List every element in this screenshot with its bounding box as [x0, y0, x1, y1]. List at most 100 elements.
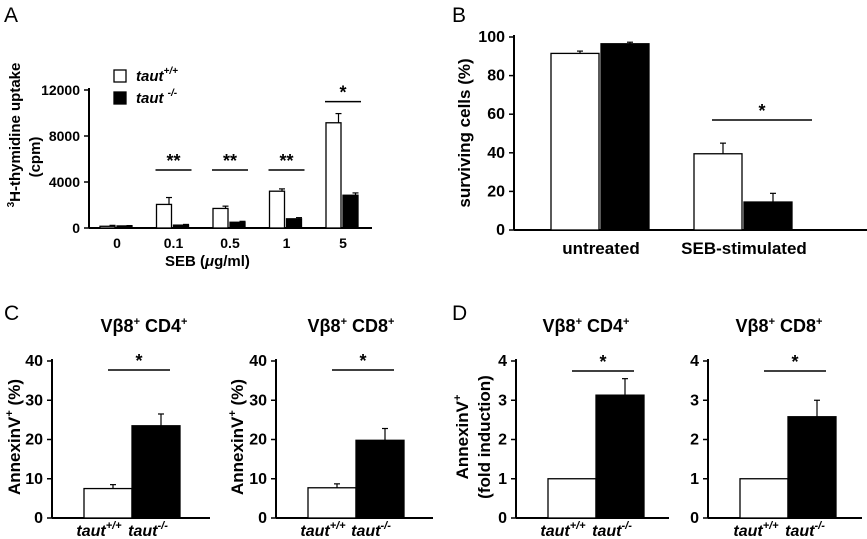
panel-a-significance: ** — [223, 151, 237, 171]
panel-a-x-tick-label: 0 — [113, 235, 121, 251]
panel-c-right-y-tick-label: 30 — [249, 392, 267, 409]
panel-c-right-plot: 0 10 20 30 40 taut+/+ taut-/- * — [249, 351, 433, 539]
panel-a-x-tick-label: 5 — [339, 235, 347, 251]
legend-swatch-wt — [113, 69, 127, 83]
panel-b-x-tick-label: SEB-stimulated — [681, 239, 807, 258]
panel-d-right-title: Vβ8+ CD8+ — [736, 316, 823, 336]
panel-d-right-bar — [787, 416, 837, 519]
panel-d-left-bar — [595, 394, 645, 519]
panel-c-left-ylabel: AnnexinV+ (%) — [4, 379, 24, 495]
panel-b-ylabel: surviving cells (%) — [455, 58, 474, 207]
panel-d-right-significance: * — [791, 352, 798, 372]
panel-c-right-ylabel: AnnexinV+ (%) — [227, 379, 247, 495]
panel-a-bar-wt — [212, 207, 229, 229]
panel-a-bar-ko — [116, 225, 133, 229]
panel-a-bar-ko — [229, 221, 246, 229]
panel-d-right-x-tick-label: taut+/+ — [733, 520, 779, 539]
panel-d-left-significance: * — [599, 352, 606, 372]
panel-b-y-tick-label: 20 — [487, 183, 505, 200]
panel-letter-a: A — [4, 4, 18, 27]
panel-d-left-y-tick-label: 1 — [498, 471, 507, 488]
panel-b-y-tick-label: 80 — [487, 68, 505, 85]
panel-a-bar-wt — [325, 122, 342, 229]
panel-d-left: Vβ8+ CD4+ AnnexinV+ (fold induction) — [452, 316, 629, 499]
panel-d-left-x-tick-label: taut-/- — [592, 520, 632, 539]
panel-a-bar-ko — [285, 218, 303, 229]
panel-d-left-y-tick-label: 4 — [498, 353, 507, 370]
panel-letter-d: D — [452, 302, 467, 325]
ylabel-superscript: 3 — [6, 201, 17, 207]
panel-b-y-tick-label: 100 — [478, 29, 505, 46]
panel-d-right-y-tick-label: 2 — [690, 432, 699, 449]
panel-b-significance: * — [758, 101, 765, 121]
panel-c-right-significance: * — [359, 351, 366, 371]
panel-c-left-x-tick-label: taut-/- — [128, 520, 168, 539]
panel-d-left-x-tick-label: taut+/+ — [540, 520, 586, 539]
legend-label-wt: taut+/+ — [136, 66, 178, 85]
panel-a-significance: ** — [166, 151, 180, 171]
panel-a-plot: 0 4000 8000 12000 0 0.1 ** 0.5 ** 1 ** 5 * — [41, 82, 372, 251]
panel-a-xlabel: SEB (μg/ml) — [165, 253, 250, 270]
panel-d-right-bar — [739, 478, 789, 519]
panel-c-right-y-tick-label: 10 — [249, 471, 267, 488]
panel-a-significance: ** — [279, 151, 293, 171]
panel-a-y-tick-label: 0 — [72, 220, 80, 236]
panel-b-bar-untreated-group-white — [693, 153, 743, 231]
panel-d-left-bar — [547, 478, 597, 519]
panel-c-left-bar — [83, 487, 133, 519]
ylabel-rest: H-thymidine uptake — [7, 63, 24, 202]
panel-c-left-y-tick-label: 30 — [25, 392, 43, 409]
panel-b-x-tick-label: untreated — [562, 239, 639, 258]
panel-letter-c: C — [4, 302, 19, 325]
panel-a-ylabel-line2: (cpm) — [27, 137, 44, 178]
panel-a-bar-ko — [342, 194, 359, 229]
panel-b: surviving cells (%) — [455, 58, 474, 207]
panel-d-right-y-tick-label: 1 — [690, 471, 699, 488]
sup: +/+ — [164, 66, 179, 77]
panel-a-x-tick-label: 0.5 — [220, 235, 240, 251]
panel-a-y-tick-label: 8000 — [49, 128, 80, 144]
panel-a-x-tick-label: 1 — [283, 235, 291, 251]
panel-c-right-x-tick-label: taut-/- — [351, 520, 391, 539]
panel-a-bar-wt — [268, 190, 286, 229]
panel-b-y-tick-label: 0 — [496, 222, 505, 239]
legend-swatch-ko — [113, 91, 127, 105]
panel-b-bar-untreated-group-white — [550, 52, 600, 231]
panel-d-right: Vβ8+ CD8+ — [736, 316, 823, 336]
panel-c-right: Vβ8+ CD8+ AnnexinV+ (%) — [227, 316, 394, 495]
panel-c-right-y-tick-label: 20 — [249, 432, 267, 449]
panel-d-right-x-tick-label: taut-/- — [785, 520, 825, 539]
panel-c-left-plot: 0 10 20 30 40 taut+/+ taut-/- * — [25, 351, 210, 539]
panel-a-x-tick-label: 0.1 — [164, 235, 184, 251]
sup: -/- — [168, 88, 178, 99]
panel-a-bar-wt — [155, 203, 173, 229]
panel-b-plot: 0 20 40 60 80 100 untreated SEB-stimulated * — [478, 29, 867, 258]
panel-c-right-bar — [307, 487, 357, 519]
panel-a-bar-wt — [99, 225, 116, 229]
mu-symbol: μ — [204, 253, 214, 270]
panel-d-left-plot: 0 1 2 3 4 taut+/+ taut-/- * — [498, 352, 669, 539]
panel-b-y-tick-label: 60 — [487, 106, 505, 123]
panel-b-y-tick-label: 40 — [487, 145, 505, 162]
panel-d-right-y-tick-label: 4 — [690, 353, 699, 370]
panel-d-right-y-tick-label: 3 — [690, 392, 699, 409]
panel-d-left-title: Vβ8+ CD4+ — [543, 316, 630, 336]
panel-d-right-plot: 0 1 2 3 4 taut+/+ taut-/- * — [690, 352, 862, 539]
panel-c-left-x-tick-label: taut+/+ — [76, 520, 122, 539]
panel-c-left-title: Vβ8+ CD4+ — [101, 316, 188, 336]
panel-c-left-y-tick-label: 40 — [25, 353, 43, 370]
panel-c-left-bar — [131, 425, 181, 519]
panel-a-significance: * — [339, 83, 346, 103]
panel-c-left: Vβ8+ CD4+ AnnexinV+ (%) — [4, 316, 187, 495]
panel-c-left-y-tick-label: 10 — [25, 471, 43, 488]
panel-d-left-y-tick-label: 3 — [498, 392, 507, 409]
panel-c-left-significance: * — [135, 351, 142, 371]
panel-b-bar-black — [743, 201, 793, 231]
legend-label-ko: taut -/- — [136, 88, 178, 107]
panel-letter-b: B — [452, 4, 466, 27]
panel-d-right-y-tick-label: 0 — [690, 510, 699, 527]
panel-a-bar-ko — [172, 224, 190, 229]
panel-d-left-ylabel-line1: AnnexinV+ — [452, 395, 472, 480]
